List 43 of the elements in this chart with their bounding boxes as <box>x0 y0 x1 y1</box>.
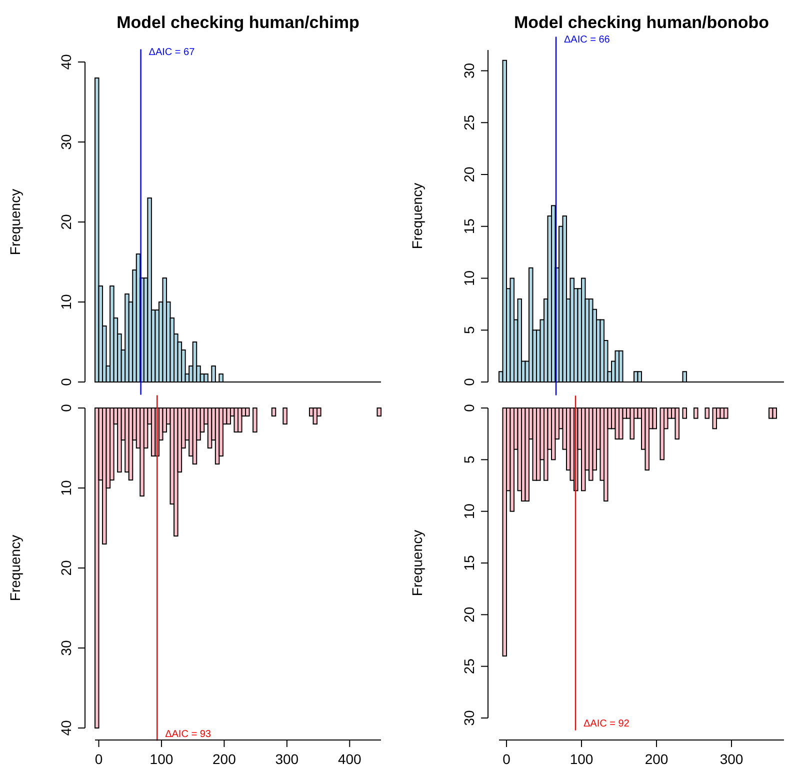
y-tick-label: 20 <box>461 606 477 622</box>
ref-line-label: ΔAIC = 67 <box>148 47 196 58</box>
y-tick-label: 30 <box>461 62 477 79</box>
y-tick-label: 10 <box>461 270 477 286</box>
x-tick-label: 100 <box>150 751 174 767</box>
x-tick-label: 0 <box>502 751 511 767</box>
y-tick-label: 25 <box>461 658 477 674</box>
y-tick-label: 40 <box>58 720 74 736</box>
y-tick-label: 30 <box>461 710 477 726</box>
y-axis-title: Frequency <box>409 182 425 250</box>
y-tick-label: 0 <box>58 378 74 386</box>
y-tick-label: 20 <box>58 560 74 576</box>
x-tick-label: 400 <box>338 751 362 767</box>
y-axis-title: Frequency <box>7 534 23 602</box>
y-axis-title: Frequency <box>7 188 23 256</box>
y-tick-label: 15 <box>461 218 477 234</box>
y-tick-label: 20 <box>58 214 74 230</box>
ref-line-label: ΔAIC = 93 <box>165 728 212 740</box>
x-tick-label: 0 <box>94 751 103 767</box>
y-tick-label: 25 <box>461 114 477 130</box>
x-tick-label: 300 <box>275 751 299 767</box>
y-tick-label: 0 <box>461 378 477 386</box>
y-tick-label: 10 <box>58 480 74 496</box>
y-tick-label: 10 <box>461 503 477 520</box>
y-tick-label: 30 <box>58 640 74 656</box>
x-tick-label: 100 <box>570 751 594 767</box>
x-tick-label: 200 <box>644 751 668 767</box>
y-tick-label: 40 <box>58 54 74 70</box>
y-tick-label: 0 <box>58 404 74 412</box>
y-tick-label: 5 <box>461 456 477 464</box>
ref-line-label: ΔAIC = 92 <box>584 718 630 730</box>
y-tick-label: 5 <box>461 326 477 334</box>
chart-title: Model checking human/chimp <box>116 13 360 32</box>
ref-line-label: ΔAIC = 66 <box>564 34 610 46</box>
y-tick-label: 20 <box>461 166 477 182</box>
y-axis-title: Frequency <box>409 530 425 596</box>
x-tick-label: 200 <box>212 751 236 767</box>
chart-title: Model checking human/bonobo <box>514 13 769 32</box>
x-tick-label: 300 <box>720 751 744 767</box>
y-tick-label: 30 <box>58 134 74 150</box>
y-tick-label: 15 <box>461 555 477 571</box>
y-tick-label: 10 <box>58 294 74 310</box>
y-tick-label: 0 <box>461 404 477 412</box>
